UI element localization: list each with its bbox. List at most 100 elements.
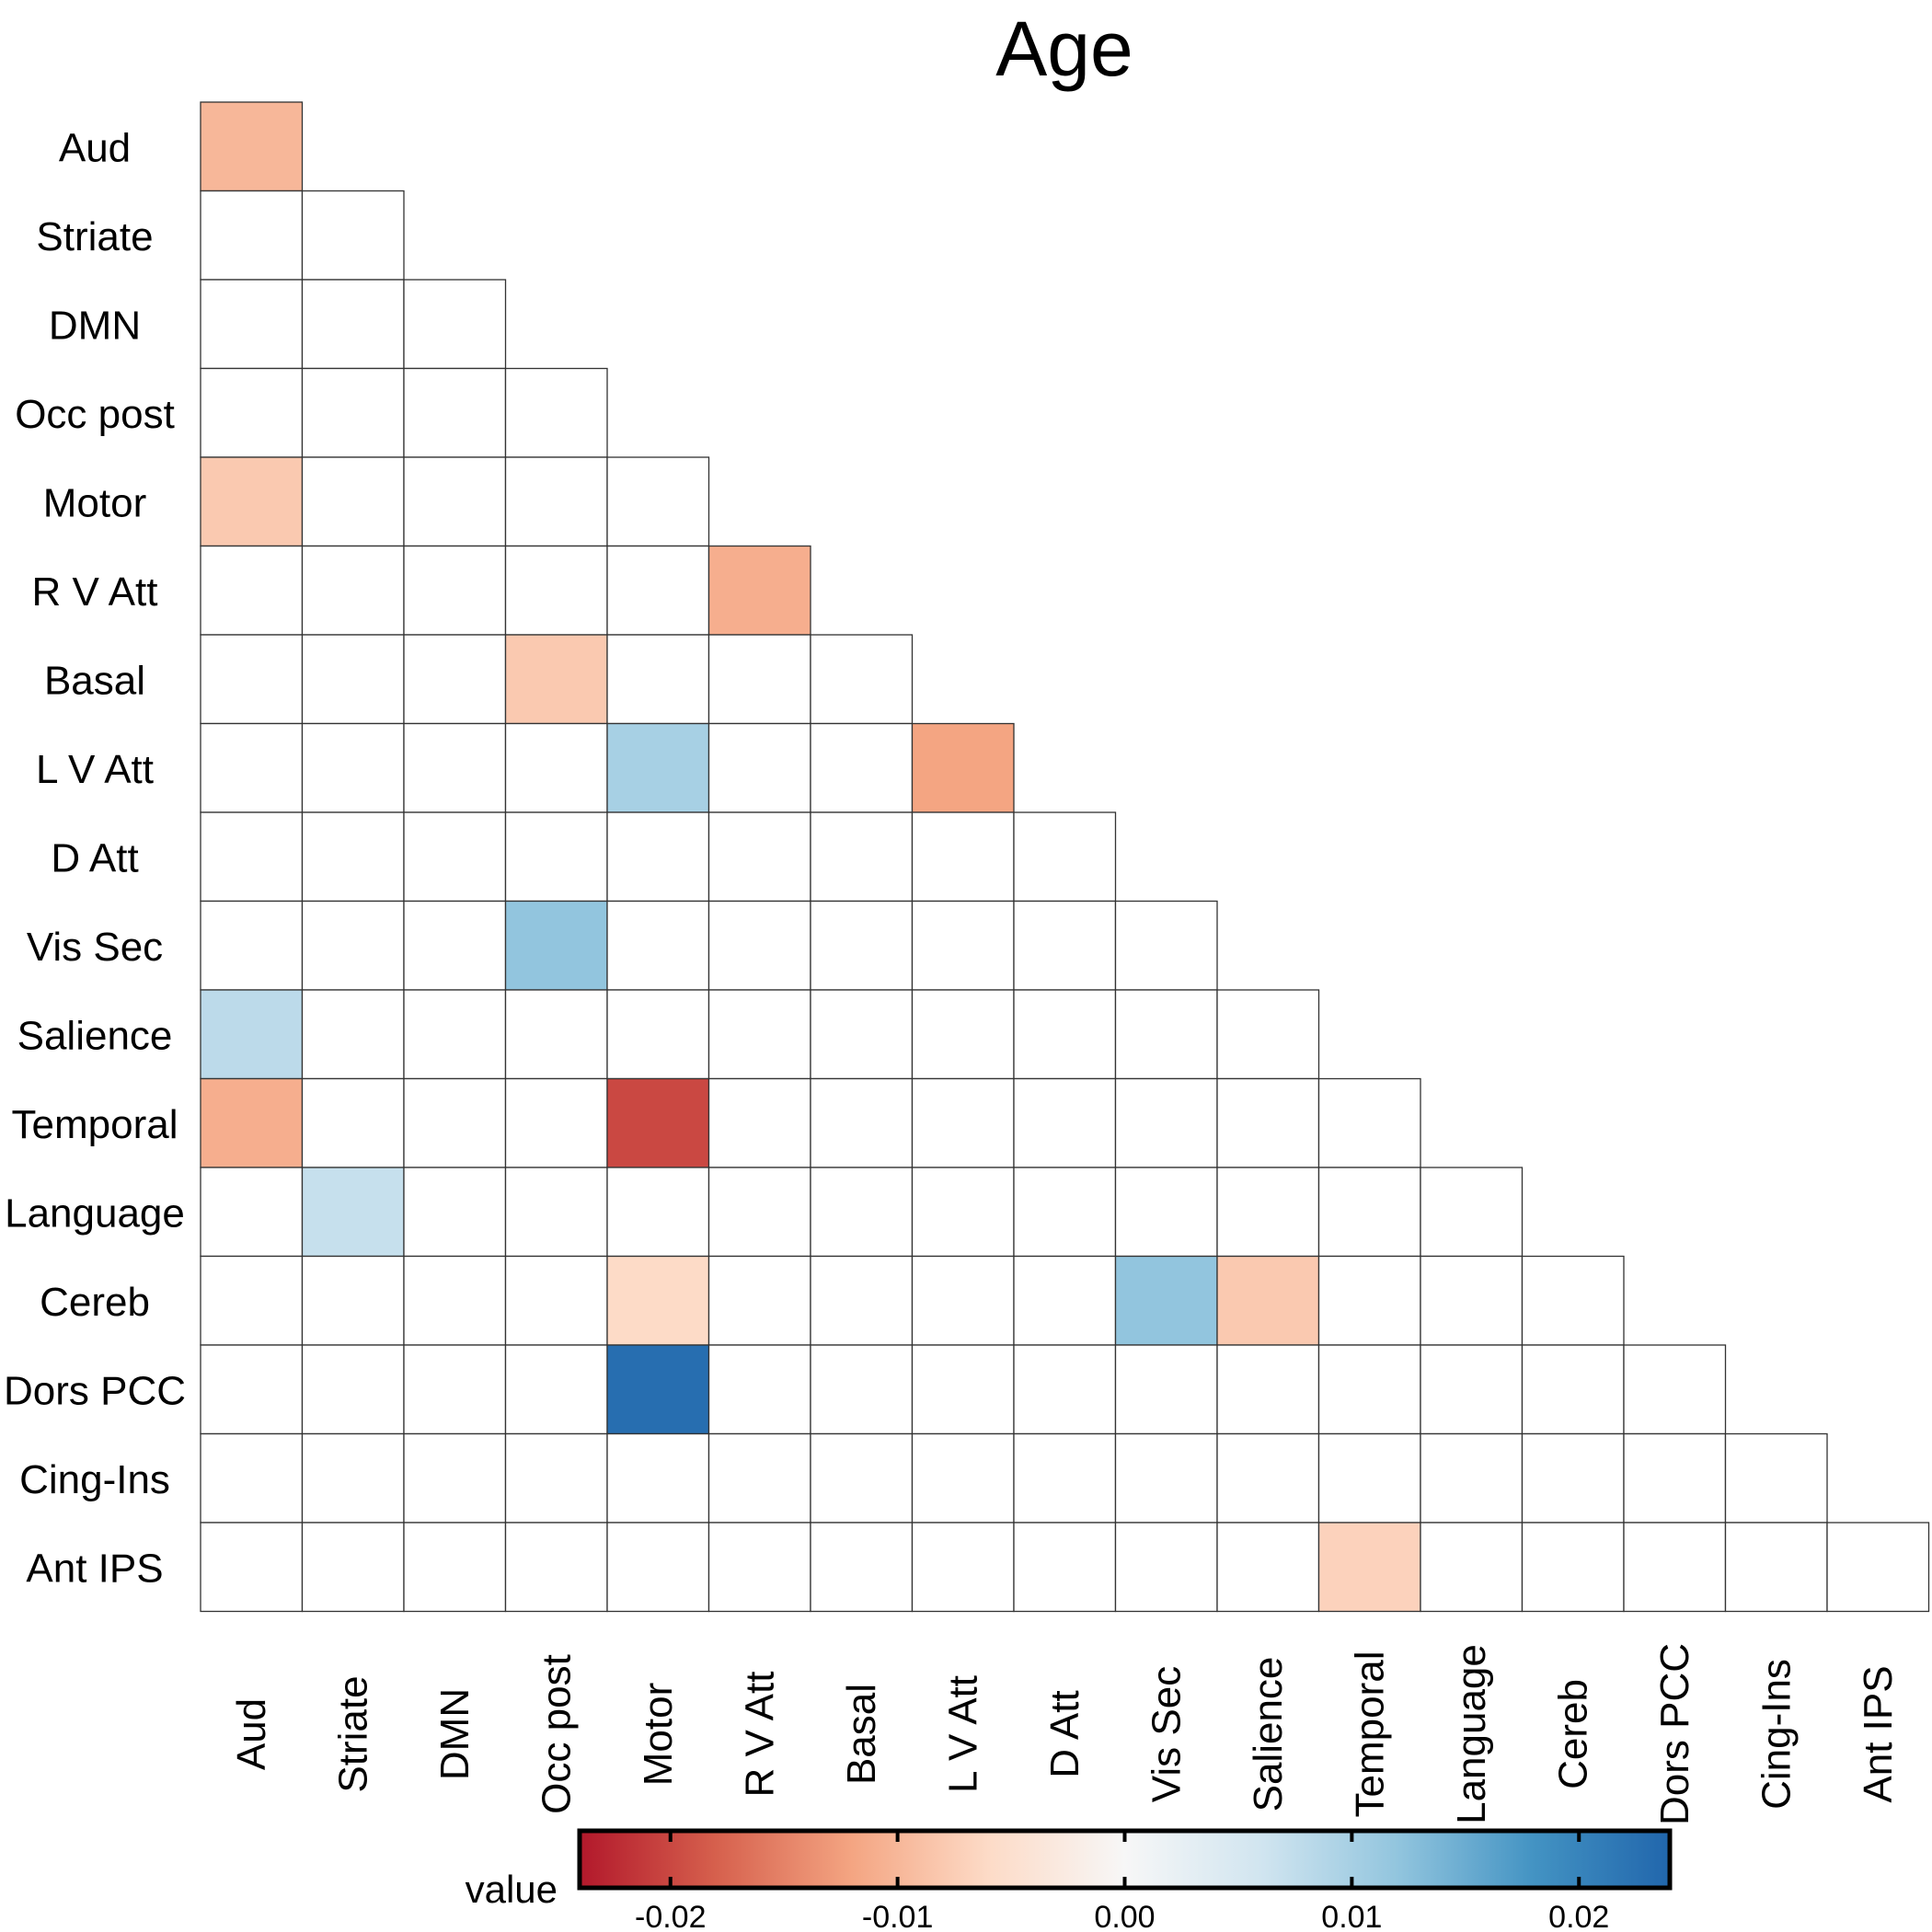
heatmap-cell-ant-ips-r-v-att bbox=[707, 1522, 811, 1613]
heatmap-cell-cereb-dmn bbox=[403, 1255, 507, 1346]
heatmap-cell-occ-post-aud bbox=[200, 367, 304, 458]
heatmap-cell-motor-striate bbox=[301, 456, 405, 547]
row-label-salience: Salience bbox=[17, 1013, 173, 1058]
colorbar-tick-label: -0.01 bbox=[862, 1900, 934, 1932]
heatmap-cell-cing-ins-occ-post bbox=[504, 1432, 608, 1524]
heatmap-cell-cereb-vis-sec bbox=[1114, 1255, 1218, 1346]
heatmap-cell-ant-ips-cing-ins bbox=[1724, 1522, 1828, 1613]
heatmap-cell-r-v-att-occ-post bbox=[504, 545, 608, 636]
heatmap-cell-occ-post-striate bbox=[301, 367, 405, 458]
heatmap-cell-temporal-motor bbox=[606, 1077, 710, 1168]
row-label-vis-sec: Vis Sec bbox=[27, 925, 163, 970]
heatmap-cell-basal-motor bbox=[606, 634, 710, 725]
heatmap-cell-basal-r-v-att bbox=[707, 634, 811, 725]
heatmap-cell-dors-pcc-salience bbox=[1216, 1344, 1320, 1435]
heatmap-cell-temporal-dmn bbox=[403, 1077, 507, 1168]
heatmap-cell-vis-sec-aud bbox=[200, 900, 304, 991]
row-label-r-v-att: R V Att bbox=[32, 569, 158, 615]
heatmap-cell-language-aud bbox=[200, 1167, 304, 1258]
heatmap-cell-cereb-d-att bbox=[1013, 1255, 1117, 1346]
column-label-dmn: DMN bbox=[432, 1688, 477, 1780]
heatmap-cell-cereb-basal bbox=[810, 1255, 914, 1346]
heatmap-cell-temporal-occ-post bbox=[504, 1077, 608, 1168]
row-label-aud: Aud bbox=[59, 125, 131, 170]
column-label-l-v-att: L V Att bbox=[940, 1675, 985, 1793]
column-label-occ-post: Occ post bbox=[534, 1654, 579, 1814]
heatmap-cell-temporal-l-v-att bbox=[911, 1077, 1015, 1168]
heatmap-cell-cing-ins-temporal bbox=[1317, 1432, 1421, 1524]
row-label-basal: Basal bbox=[44, 658, 145, 703]
heatmap-cell-language-striate bbox=[301, 1167, 405, 1258]
column-label-language: Language bbox=[1449, 1644, 1494, 1824]
heatmap-cell-ant-ips-cereb bbox=[1521, 1522, 1625, 1613]
heatmap-cell-cereb-cereb bbox=[1521, 1255, 1625, 1346]
heatmap-cell-salience-dmn bbox=[403, 989, 507, 1080]
heatmap-cell-language-basal bbox=[810, 1167, 914, 1258]
row-label-language: Language bbox=[5, 1190, 185, 1236]
heatmap-cell-motor-dmn bbox=[403, 456, 507, 547]
heatmap-cell-r-v-att-dmn bbox=[403, 545, 507, 636]
heatmap-cell-cereb-occ-post bbox=[504, 1255, 608, 1346]
heatmap-cell-basal-dmn bbox=[403, 634, 507, 725]
heatmap-cell-temporal-basal bbox=[810, 1077, 914, 1168]
heatmap-cell-vis-sec-vis-sec bbox=[1114, 900, 1218, 991]
heatmap-cell-d-att-dmn bbox=[403, 811, 507, 903]
heatmap-cell-r-v-att-r-v-att bbox=[707, 545, 811, 636]
heatmap-cell-cing-ins-dmn bbox=[403, 1432, 507, 1524]
heatmap-cell-salience-r-v-att bbox=[707, 989, 811, 1080]
heatmap-cell-basal-striate bbox=[301, 634, 405, 725]
heatmap-cell-cing-ins-language bbox=[1420, 1432, 1524, 1524]
heatmap-cell-language-vis-sec bbox=[1114, 1167, 1218, 1258]
heatmap-cell-temporal-r-v-att bbox=[707, 1077, 811, 1168]
heatmap-cell-ant-ips-salience bbox=[1216, 1522, 1320, 1613]
row-label-dmn: DMN bbox=[49, 303, 141, 348]
heatmap-cell-ant-ips-dmn bbox=[403, 1522, 507, 1613]
heatmap-cell-l-v-att-occ-post bbox=[504, 722, 608, 813]
heatmap-cell-dors-pcc-l-v-att bbox=[911, 1344, 1015, 1435]
heatmap-cell-ant-ips-l-v-att bbox=[911, 1522, 1015, 1613]
heatmap-cell-cing-ins-aud bbox=[200, 1432, 304, 1524]
heatmap-cell-temporal-d-att bbox=[1013, 1077, 1117, 1168]
heatmap-cell-cing-ins-r-v-att bbox=[707, 1432, 811, 1524]
heatmap-cell-basal-aud bbox=[200, 634, 304, 725]
heatmap-cell-basal-occ-post bbox=[504, 634, 608, 725]
heatmap-cells bbox=[200, 101, 1930, 1613]
heatmap-cell-salience-basal bbox=[810, 989, 914, 1080]
heatmap-cell-salience-d-att bbox=[1013, 989, 1117, 1080]
column-label-striate: Striate bbox=[330, 1675, 375, 1792]
heatmap-cell-salience-vis-sec bbox=[1114, 989, 1218, 1080]
heatmap-cell-vis-sec-motor bbox=[606, 900, 710, 991]
heatmap-cell-salience-aud bbox=[200, 989, 304, 1080]
heatmap-cell-salience-occ-post bbox=[504, 989, 608, 1080]
heatmap-cell-cing-ins-l-v-att bbox=[911, 1432, 1015, 1524]
heatmap-cell-vis-sec-basal bbox=[810, 900, 914, 991]
colorbar-tick-label: 0.02 bbox=[1548, 1900, 1609, 1932]
heatmap-cell-cereb-aud bbox=[200, 1255, 304, 1346]
heatmap-cell-cereb-striate bbox=[301, 1255, 405, 1346]
row-labels: Aud Striate DMN Occ post Motor R V Att Basal L … bbox=[4, 125, 186, 1591]
heatmap-cell-language-salience bbox=[1216, 1167, 1320, 1258]
heatmap-cell-dors-pcc-d-att bbox=[1013, 1344, 1117, 1435]
heatmap-cell-vis-sec-dmn bbox=[403, 900, 507, 991]
column-label-motor: Motor bbox=[636, 1683, 681, 1786]
heatmap-cell-language-l-v-att bbox=[911, 1167, 1015, 1258]
column-label-vis-sec: Vis Sec bbox=[1144, 1666, 1189, 1802]
heatmap-cell-cereb-motor bbox=[606, 1255, 710, 1346]
heatmap-cell-dors-pcc-cereb bbox=[1521, 1344, 1625, 1435]
heatmap-cell-ant-ips-striate bbox=[301, 1522, 405, 1613]
heatmap-cell-motor-aud bbox=[200, 456, 304, 547]
heatmap-cell-dors-pcc-language bbox=[1420, 1344, 1524, 1435]
row-label-striate: Striate bbox=[36, 214, 153, 259]
column-labels: Aud Striate DMN Occ post Motor R V Att Basal L … bbox=[229, 1643, 1901, 1825]
colorbar-ticks: -0.02 -0.01 0.00 0.01 0.02 bbox=[635, 1831, 1609, 1932]
heatmap-cell-occ-post-occ-post bbox=[504, 367, 608, 458]
heatmap-cell-vis-sec-l-v-att bbox=[911, 900, 1015, 991]
heatmap-cell-cing-ins-salience bbox=[1216, 1432, 1320, 1524]
heatmap-cell-cing-ins-vis-sec bbox=[1114, 1432, 1218, 1524]
heatmap-cell-salience-motor bbox=[606, 989, 710, 1080]
heatmap-cell-language-occ-post bbox=[504, 1167, 608, 1258]
row-label-cing-ins: Cing-Ins bbox=[19, 1457, 170, 1502]
heatmap-cell-cing-ins-d-att bbox=[1013, 1432, 1117, 1524]
heatmap-cell-motor-occ-post bbox=[504, 456, 608, 547]
heatmap-cell-temporal-temporal bbox=[1317, 1077, 1421, 1168]
